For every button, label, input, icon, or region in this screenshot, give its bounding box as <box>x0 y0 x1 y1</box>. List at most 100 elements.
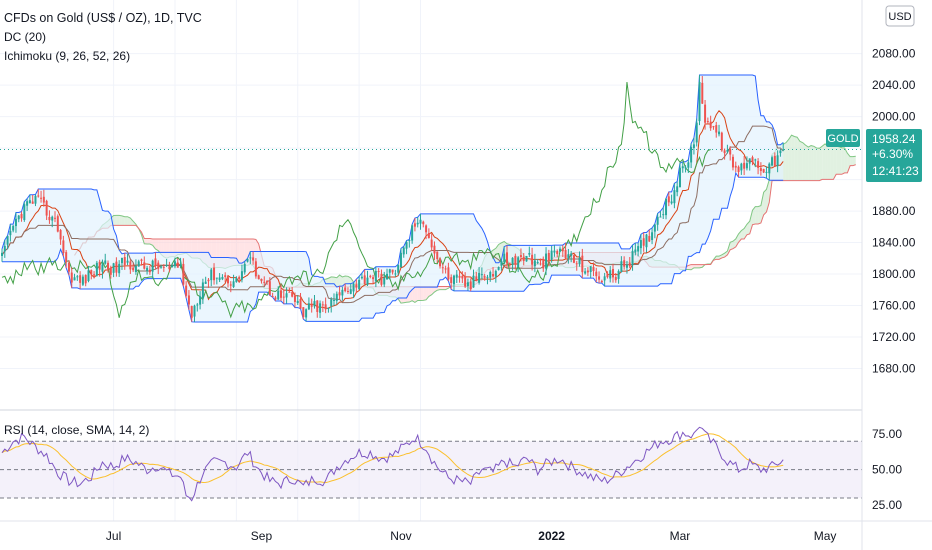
cloud-segment <box>152 238 156 249</box>
candle-body <box>199 296 202 305</box>
candle-body <box>213 267 216 281</box>
candle-body <box>734 165 737 168</box>
candle-body <box>575 263 578 265</box>
candle-body <box>600 280 603 283</box>
candle-body <box>107 262 110 270</box>
cloud-segment <box>426 286 429 300</box>
candle-body <box>623 260 626 267</box>
candle-body <box>313 301 316 307</box>
cloud-segment <box>822 143 826 180</box>
candle-body <box>614 276 617 281</box>
candle-body <box>531 254 534 265</box>
currency-button[interactable]: USD <box>885 5 915 27</box>
candle-body <box>260 278 263 281</box>
candle-body <box>436 251 439 260</box>
cloud-segment <box>808 145 812 181</box>
candle-body <box>416 222 419 225</box>
cloud-segment <box>833 145 837 180</box>
candle-body <box>118 263 121 274</box>
candle-body <box>355 284 358 288</box>
candle-body <box>171 265 174 268</box>
candle-body <box>28 200 31 204</box>
rsi-tick-label: 25.00 <box>872 498 902 512</box>
candle-body <box>201 282 204 299</box>
dc-indicator-label[interactable]: DC (20) <box>4 30 46 44</box>
candle-body <box>280 290 282 298</box>
candle-body <box>458 275 461 278</box>
candle-body <box>249 257 252 259</box>
candle-body <box>26 201 29 206</box>
candle-body <box>528 252 531 255</box>
candle-body <box>522 256 525 261</box>
cloud-segment <box>440 286 443 290</box>
candle-body <box>439 258 442 267</box>
candle-body <box>42 196 45 203</box>
candle-body <box>204 281 207 284</box>
candle-body <box>508 262 511 264</box>
candle-body <box>737 166 740 172</box>
candle-body <box>665 198 668 216</box>
candle-body <box>193 305 196 317</box>
candles <box>1 74 785 322</box>
price-tick-label: 1880.00 <box>872 204 916 218</box>
candle-body <box>93 274 96 276</box>
candle-body <box>154 258 157 265</box>
price-tick-label: 1760.00 <box>872 299 916 313</box>
candle-body <box>598 276 601 280</box>
candle-body <box>413 223 416 227</box>
candle-body <box>182 263 185 285</box>
cloud-segment <box>414 286 418 303</box>
candle-body <box>352 283 355 292</box>
candle-body <box>500 260 503 266</box>
candle-body <box>252 257 255 261</box>
candle-body <box>246 258 249 262</box>
cloud-segment <box>852 156 856 166</box>
rsi-indicator-label[interactable]: RSI (14, close, SMA, 14, 2) <box>4 423 149 437</box>
candle-body <box>70 272 73 283</box>
candle-body <box>450 277 453 284</box>
base-line <box>1 125 784 304</box>
cloud-segment <box>144 238 148 245</box>
candle-body <box>656 216 659 225</box>
candle-body <box>589 266 592 273</box>
candle-body <box>1 252 3 256</box>
cloud-segment <box>420 286 424 301</box>
candle-body <box>489 271 492 278</box>
candle-body <box>642 238 645 246</box>
candle-body <box>461 275 464 279</box>
candle-body <box>210 269 213 281</box>
candle-body <box>271 296 274 298</box>
candle-body <box>327 308 330 310</box>
candle-body <box>346 291 349 293</box>
last-price: 1958.24 <box>872 132 916 146</box>
candle-body <box>3 245 6 252</box>
candle-body <box>37 195 40 197</box>
candle-body <box>266 280 269 283</box>
candle-body <box>129 261 132 270</box>
cloud-segment <box>797 137 800 181</box>
candle-body <box>478 272 481 283</box>
cloud-segment <box>696 264 700 268</box>
candle-body <box>592 266 595 272</box>
cloud-segment <box>724 251 728 258</box>
rsi-tick-label: 75.00 <box>872 427 902 441</box>
cloud-segment <box>802 142 806 181</box>
cloud-segment <box>428 286 432 297</box>
rsi-pane <box>0 426 862 502</box>
candle-body <box>134 265 137 273</box>
cloud-segment <box>850 156 853 166</box>
ichimoku-indicator-label[interactable]: Ichimoku (9, 26, 52, 26) <box>4 49 130 63</box>
candle-body <box>653 224 656 232</box>
price-tick-label: 2040.00 <box>872 78 916 92</box>
candle-body <box>67 262 70 272</box>
candle-body <box>218 277 221 280</box>
candle-body <box>455 274 458 278</box>
candle-body <box>751 157 754 163</box>
candle-body <box>196 304 199 306</box>
candle-body <box>754 159 757 161</box>
symbol-name: GOLD <box>827 133 858 145</box>
cloud-segment <box>417 286 421 301</box>
candle-body <box>54 217 57 219</box>
symbol-tag: GOLD <box>826 129 860 147</box>
